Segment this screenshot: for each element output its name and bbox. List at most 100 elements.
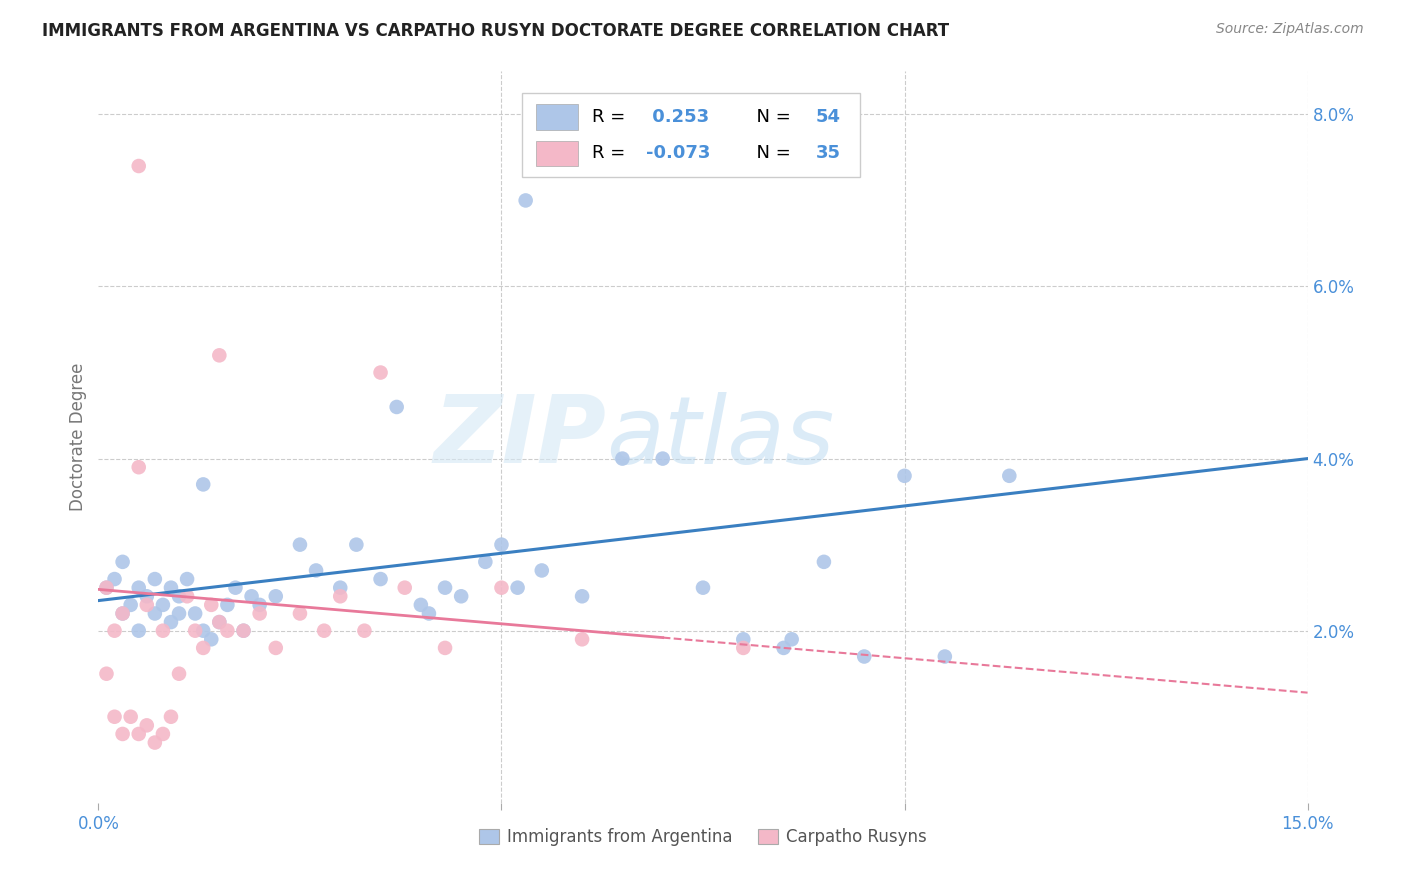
Text: N =: N = xyxy=(745,108,797,126)
Point xyxy=(515,194,537,208)
Text: 35: 35 xyxy=(815,145,841,162)
Point xyxy=(394,581,416,595)
Point xyxy=(208,615,231,629)
Point xyxy=(240,589,263,603)
Point xyxy=(612,451,634,466)
Point xyxy=(434,640,457,655)
Point xyxy=(184,607,207,621)
Point xyxy=(120,598,142,612)
Point xyxy=(96,581,118,595)
Text: -0.073: -0.073 xyxy=(647,145,710,162)
Point xyxy=(135,718,157,732)
Point xyxy=(184,624,207,638)
Point xyxy=(370,572,392,586)
Point xyxy=(152,598,174,612)
Point xyxy=(111,607,134,621)
Point xyxy=(474,555,496,569)
Point xyxy=(692,581,714,595)
Point xyxy=(288,607,311,621)
Point xyxy=(733,640,755,655)
Point xyxy=(176,572,198,586)
Point xyxy=(249,607,271,621)
Point xyxy=(893,468,915,483)
Point xyxy=(103,572,125,586)
Point xyxy=(353,624,375,638)
Point xyxy=(143,735,166,749)
Point xyxy=(288,538,311,552)
Point xyxy=(143,607,166,621)
Point xyxy=(772,640,794,655)
Point xyxy=(135,589,157,603)
Point xyxy=(167,607,190,621)
Point xyxy=(160,581,183,595)
Point xyxy=(264,589,287,603)
Point xyxy=(450,589,472,603)
Point xyxy=(217,598,239,612)
Point xyxy=(160,615,183,629)
Point xyxy=(434,581,457,595)
Point xyxy=(491,581,513,595)
Point xyxy=(128,460,150,475)
Point xyxy=(370,366,392,380)
Point xyxy=(314,624,336,638)
Point xyxy=(111,555,134,569)
Point xyxy=(733,632,755,647)
Point xyxy=(103,624,125,638)
Point xyxy=(418,607,440,621)
Point xyxy=(103,710,125,724)
Point xyxy=(193,640,215,655)
Legend: Immigrants from Argentina, Carpatho Rusyns: Immigrants from Argentina, Carpatho Rusy… xyxy=(472,822,934,853)
Text: R =: R = xyxy=(592,145,631,162)
Bar xyxy=(536,104,578,130)
Point xyxy=(135,598,157,612)
Point xyxy=(853,649,876,664)
Point xyxy=(232,624,254,638)
Point xyxy=(167,589,190,603)
Point xyxy=(344,538,367,552)
Point xyxy=(385,400,408,414)
Text: Source: ZipAtlas.com: Source: ZipAtlas.com xyxy=(1216,22,1364,37)
Point xyxy=(128,581,150,595)
Text: 54: 54 xyxy=(815,108,841,126)
Point xyxy=(128,159,150,173)
Point xyxy=(152,727,174,741)
Point xyxy=(143,572,166,586)
Text: 0.253: 0.253 xyxy=(647,108,709,126)
Point xyxy=(329,589,352,603)
Point xyxy=(491,538,513,552)
Text: N =: N = xyxy=(745,145,797,162)
Text: R =: R = xyxy=(592,108,631,126)
Y-axis label: Doctorate Degree: Doctorate Degree xyxy=(69,363,87,511)
Point xyxy=(208,348,231,362)
Point xyxy=(780,632,803,647)
Point xyxy=(120,710,142,724)
Point xyxy=(128,624,150,638)
Point xyxy=(111,727,134,741)
Point xyxy=(305,564,328,578)
Point xyxy=(208,615,231,629)
Point xyxy=(217,624,239,638)
Point xyxy=(934,649,956,664)
Point xyxy=(530,564,553,578)
Point xyxy=(409,598,432,612)
Point xyxy=(96,581,118,595)
Text: IMMIGRANTS FROM ARGENTINA VS CARPATHO RUSYN DOCTORATE DEGREE CORRELATION CHART: IMMIGRANTS FROM ARGENTINA VS CARPATHO RU… xyxy=(42,22,949,40)
Point xyxy=(111,607,134,621)
Text: ZIP: ZIP xyxy=(433,391,606,483)
Point xyxy=(998,468,1021,483)
Point xyxy=(651,451,673,466)
Point xyxy=(224,581,246,595)
Text: atlas: atlas xyxy=(606,392,835,483)
Point xyxy=(329,581,352,595)
Point xyxy=(506,581,529,595)
Point xyxy=(200,598,222,612)
FancyBboxPatch shape xyxy=(522,94,860,178)
Point xyxy=(264,640,287,655)
Point xyxy=(193,477,215,491)
Point xyxy=(571,632,593,647)
Point xyxy=(232,624,254,638)
Point xyxy=(160,710,183,724)
Point xyxy=(152,624,174,638)
Point xyxy=(128,727,150,741)
Point xyxy=(200,632,222,647)
